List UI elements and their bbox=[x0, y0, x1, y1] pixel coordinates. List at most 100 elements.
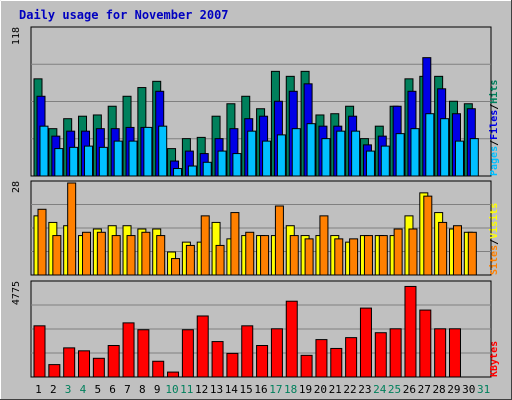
panel-hits-files-pages: 118 Pages/Files/Hits bbox=[11, 26, 500, 177]
bar-pages-22 bbox=[351, 130, 361, 177]
x-tick-label: 21 bbox=[329, 383, 342, 396]
x-tick-label: 25 bbox=[388, 383, 401, 396]
bar-kbytes-20 bbox=[315, 339, 328, 378]
legend-label-pages: Pages bbox=[489, 146, 500, 176]
bar-sites-13 bbox=[215, 244, 225, 276]
bar-kbytes-25 bbox=[389, 328, 402, 378]
bar-sites-1 bbox=[37, 208, 47, 276]
bar-kbytes-16 bbox=[256, 345, 269, 378]
bar-sites-15 bbox=[245, 231, 255, 276]
bar-kbytes-13 bbox=[211, 341, 224, 378]
x-tick-label: 8 bbox=[139, 383, 146, 396]
x-tick-label: 26 bbox=[403, 383, 416, 396]
bar-sites-16 bbox=[260, 235, 270, 276]
x-tick-label: 7 bbox=[124, 383, 131, 396]
x-tick-label: 18 bbox=[284, 383, 297, 396]
bar-kbytes-7 bbox=[122, 322, 135, 378]
bar-pages-21 bbox=[336, 130, 346, 177]
x-tick-label: 10 bbox=[165, 383, 178, 396]
bar-kbytes-14 bbox=[226, 352, 239, 378]
legend-label-sep: / bbox=[489, 140, 500, 146]
x-tick-label: 20 bbox=[314, 383, 327, 396]
x-tick-label: 24 bbox=[373, 383, 387, 396]
x-tick-label: 23 bbox=[358, 383, 371, 396]
bar-kbytes-19 bbox=[300, 354, 313, 378]
bar-sites-10 bbox=[171, 258, 181, 276]
legend-label-sep: / bbox=[489, 104, 500, 110]
bar-sites-4 bbox=[82, 231, 92, 276]
bar-kbytes-3 bbox=[63, 347, 76, 378]
series-pages bbox=[39, 113, 479, 177]
bar-pages-12 bbox=[202, 161, 212, 177]
bar-pages-9 bbox=[158, 125, 168, 177]
bar-pages-25 bbox=[395, 133, 405, 177]
bar-kbytes-12 bbox=[196, 315, 209, 378]
bar-kbytes-15 bbox=[241, 325, 254, 378]
bar-pages-16 bbox=[262, 140, 272, 177]
bar-kbytes-2 bbox=[48, 364, 61, 378]
bar-pages-18 bbox=[291, 128, 301, 177]
series-sites bbox=[37, 182, 477, 276]
bar-sites-7 bbox=[126, 235, 136, 276]
bar-kbytes-6 bbox=[107, 345, 120, 378]
y-max-label: 118 bbox=[11, 27, 22, 45]
legend-label-sites: Sites bbox=[488, 245, 500, 275]
bar-sites-20 bbox=[319, 215, 329, 276]
bar-sites-5 bbox=[96, 231, 106, 276]
bar-kbytes-10 bbox=[167, 371, 180, 378]
x-tick-label: 16 bbox=[254, 383, 267, 396]
x-tick-label: 31 bbox=[477, 383, 490, 396]
bar-pages-17 bbox=[276, 134, 286, 177]
right-legend-hits-files-pages: Pages/Files/Hits bbox=[488, 80, 500, 176]
bar-sites-3 bbox=[67, 182, 77, 276]
bar-sites-18 bbox=[289, 235, 299, 276]
x-axis-labels: 1 2 3 4 5 6 7 8 9 10 11 12 13 14 15 16 17 18 19 20 21 22 23 24 2… bbox=[35, 383, 490, 396]
x-tick-label: 13 bbox=[210, 383, 223, 396]
bar-pages-14 bbox=[232, 153, 242, 177]
series-kbytes bbox=[33, 285, 461, 378]
bar-pages-6 bbox=[113, 140, 123, 177]
chart-panels: 118Pages/Files/Hits28Sites/Visits4775KBy… bbox=[11, 26, 500, 378]
bar-sites-11 bbox=[185, 244, 195, 276]
bar-pages-30 bbox=[469, 138, 479, 177]
x-tick-label: 1 bbox=[35, 383, 42, 396]
bar-kbytes-4 bbox=[78, 350, 91, 378]
bar-kbytes-5 bbox=[92, 357, 105, 378]
bar-kbytes-24 bbox=[374, 332, 387, 378]
bar-pages-2 bbox=[54, 148, 64, 177]
x-tick-label: 15 bbox=[240, 383, 253, 396]
bar-sites-28 bbox=[438, 221, 448, 276]
y-max-label: 4775 bbox=[11, 281, 22, 305]
bar-sites-8 bbox=[141, 231, 151, 276]
bar-pages-4 bbox=[84, 145, 94, 177]
y-max-label: 28 bbox=[11, 181, 22, 193]
x-tick-label: 29 bbox=[447, 383, 460, 396]
x-tick-label: 4 bbox=[80, 383, 87, 396]
bar-pages-10 bbox=[173, 168, 183, 177]
bar-pages-20 bbox=[321, 138, 331, 177]
bar-kbytes-11 bbox=[181, 329, 194, 378]
bar-kbytes-28 bbox=[434, 328, 447, 378]
bar-kbytes-8 bbox=[137, 329, 150, 378]
bar-kbytes-29 bbox=[448, 328, 461, 378]
bar-sites-22 bbox=[349, 238, 359, 276]
bar-sites-24 bbox=[378, 235, 388, 276]
x-tick-label: 30 bbox=[462, 383, 475, 396]
bar-kbytes-27 bbox=[419, 309, 432, 378]
bar-pages-1 bbox=[39, 125, 49, 177]
bar-kbytes-1 bbox=[33, 325, 46, 378]
legend-label-sep: / bbox=[489, 239, 500, 245]
bar-kbytes-18 bbox=[285, 300, 298, 378]
bar-sites-26 bbox=[408, 228, 418, 276]
bar-pages-27 bbox=[425, 113, 435, 177]
x-tick-label: 5 bbox=[94, 383, 101, 396]
bar-sites-14 bbox=[230, 212, 240, 276]
panel-kbytes: 4775 KBytes bbox=[11, 280, 500, 378]
x-tick-label: 11 bbox=[180, 383, 193, 396]
bar-pages-3 bbox=[69, 146, 79, 177]
x-tick-label: 28 bbox=[432, 383, 445, 396]
x-tick-label: 9 bbox=[154, 383, 161, 396]
bar-pages-19 bbox=[306, 123, 316, 177]
legend-label-hits: Hits bbox=[488, 80, 500, 104]
